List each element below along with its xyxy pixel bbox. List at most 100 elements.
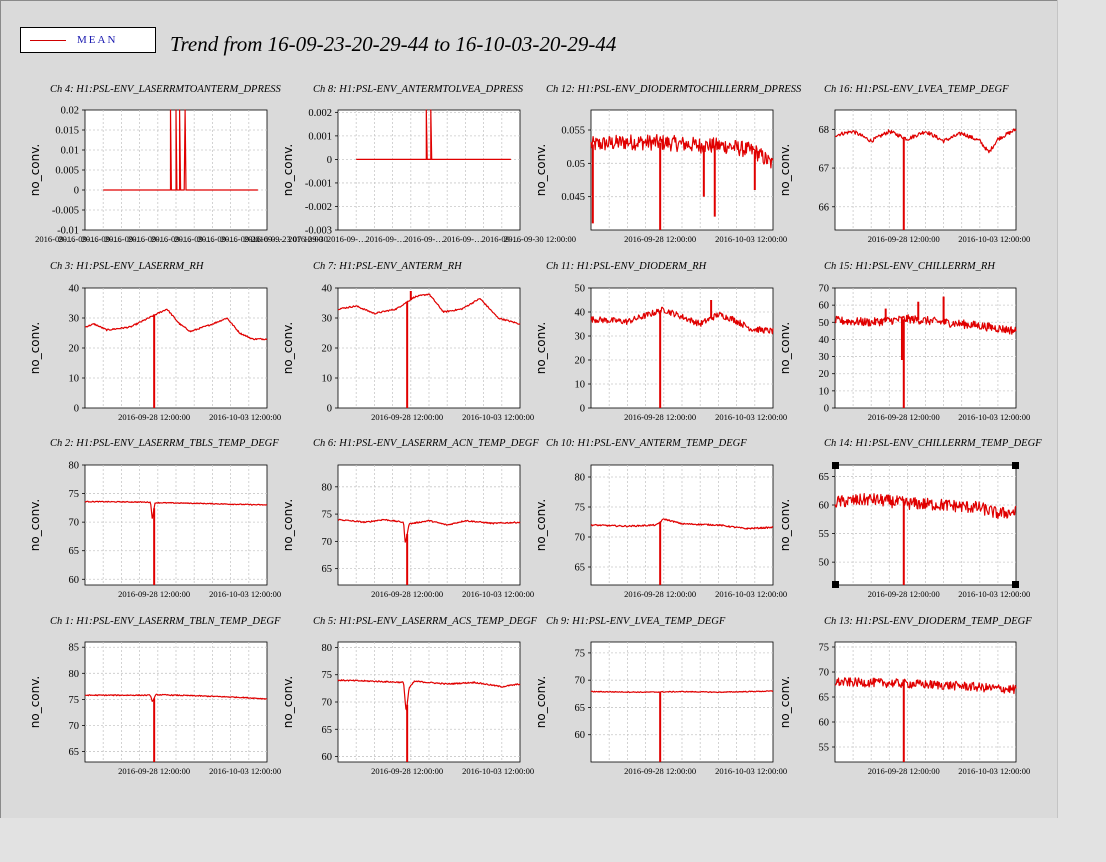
- x-tick-label: 2016-10-03 12:00:00: [715, 589, 787, 599]
- y-tick-label: 0: [74, 404, 79, 415]
- x-tick-label: 2016-10-03 12:00:00: [715, 234, 787, 244]
- x-tick-label: 2016-10-03 12:00:00: [209, 412, 281, 422]
- series-line: [84, 693, 268, 702]
- series-line: [834, 493, 1017, 520]
- y-tick-label: 40: [69, 284, 80, 295]
- y-axis-label: no_conv.: [534, 676, 548, 728]
- x-tick-label: 2016-10-03 12:00:00: [462, 766, 534, 776]
- series-line: [337, 679, 521, 711]
- x-tick-label: 2016-09-30: [288, 234, 328, 244]
- y-tick-label: 66: [819, 202, 830, 213]
- y-tick-label: 65: [322, 564, 333, 575]
- y-tick-label: 75: [69, 695, 80, 706]
- y-axis-label: no_conv.: [778, 322, 792, 374]
- series-line: [590, 134, 774, 169]
- y-tick-label: 10: [322, 374, 333, 385]
- y-tick-label: 20: [819, 369, 830, 380]
- y-tick-label: 70: [819, 284, 830, 295]
- x-tick-label: 2016-10-03 12:00:00: [715, 766, 787, 776]
- chart-title: Ch 5: H1:PSL-ENV_LASERRM_ACS_TEMP_DEGF: [313, 616, 538, 627]
- y-tick-label: 0: [580, 404, 585, 415]
- y-tick-label: 60: [819, 501, 830, 512]
- y-tick-label: 0.01: [61, 146, 79, 157]
- x-tick-label: 2016-09-…: [151, 234, 191, 244]
- x-tick-label: 2016-10-03 12:00:00: [958, 589, 1030, 599]
- y-tick-label: 65: [322, 725, 333, 736]
- x-tick-label: 2016-10-03 12:00:00: [462, 412, 534, 422]
- chart-ch7: Ch 7: H1:PSL-ENV_ANTERM_RH 40 30 20 10 0 no_co…: [281, 261, 534, 422]
- selection-handle: [1012, 462, 1019, 469]
- y-axis-label: no_conv.: [281, 676, 295, 728]
- y-tick-label: 65: [575, 563, 586, 574]
- chart-title: Ch 15: H1:PSL-ENV_CHILLERRM_RH: [824, 261, 996, 272]
- legend-label: MEAN: [77, 34, 118, 46]
- x-tick-label: 2016-09-28 12:00:00: [371, 412, 443, 422]
- y-tick-label: 10: [819, 386, 830, 397]
- x-tick-label: 2016-09-28 12:00:00: [624, 234, 696, 244]
- x-tick-label: 2016-09-23 07 12:00: [251, 234, 323, 244]
- y-tick-label: 20: [575, 356, 586, 367]
- chart-ch16: Ch 16: H1:PSL-ENV_LVEA_TEMP_DEGF 68 67 66 no…: [778, 84, 1030, 244]
- y-axis-label: no_conv.: [281, 144, 295, 196]
- y-tick-label: 30: [575, 332, 586, 343]
- x-tick-label: 2016-09-…: [198, 234, 238, 244]
- y-tick-label: 70: [819, 668, 830, 679]
- x-tick-label: 2016-10-03 12:00:00: [462, 589, 534, 599]
- y-tick-label: 55: [819, 743, 830, 754]
- y-tick-label: 75: [322, 670, 333, 681]
- series-line: [338, 518, 521, 543]
- chart-title: Ch 2: H1:PSL-ENV_LASERRM_TBLS_TEMP_DEGF: [50, 438, 279, 449]
- chart-ch1: Ch 1: H1:PSL-ENV_LASERRM_TBLN_TEMP_DEGF 8…: [28, 616, 281, 776]
- chart-ch3: Ch 3: H1:PSL-ENV_LASERRM_RH 40 30 20 10 0 no_c…: [28, 261, 281, 422]
- x-tick-label: 2016-09-28 12:00:00: [868, 589, 940, 599]
- x-tick-label: 2016-10-03 12:00:00: [958, 412, 1030, 422]
- y-tick-label: 0: [327, 404, 332, 415]
- x-tick-label: 2016-10-03 12:00:00: [715, 412, 787, 422]
- series-line: [85, 308, 268, 341]
- x-tick-label: 2016-09-28 12:00:00: [371, 766, 443, 776]
- y-axis-label: no_conv.: [28, 144, 42, 196]
- y-tick-label: 75: [819, 643, 830, 654]
- y-tick-label: 70: [69, 518, 80, 529]
- chart-title: Ch 16: H1:PSL-ENV_LVEA_TEMP_DEGF: [824, 84, 1009, 95]
- y-axis-label: no_conv.: [281, 322, 295, 374]
- chart-title: Ch 4: H1:PSL-ENV_LASERRMTOANTERM_DPRESS: [50, 84, 282, 95]
- y-tick-label: 65: [819, 472, 830, 483]
- x-tick-label: 2016-09-…: [105, 234, 145, 244]
- y-tick-label: 70: [69, 721, 80, 732]
- legend-swatch: [30, 40, 66, 41]
- chart-ch14: Ch 14: H1:PSL-ENV_CHILLERRM_TEMP_DEGF 65 6…: [778, 438, 1042, 599]
- y-tick-label: 0.015: [55, 126, 79, 137]
- x-tick-label: 2016-09-…: [174, 234, 214, 244]
- chart-ch13: Ch 13: H1:PSL-ENV_DIODERM_TEMP_DEGF 75 70 6…: [778, 616, 1032, 776]
- y-tick-label: 0: [74, 186, 79, 197]
- chart-title: Ch 13: H1:PSL-ENV_DIODERM_TEMP_DEGF: [824, 616, 1032, 627]
- y-tick-label: 0.002: [308, 108, 332, 119]
- frame-edge: [1057, 0, 1058, 818]
- y-tick-label: 55: [819, 529, 830, 540]
- x-tick-label: 2016-09-…: [404, 234, 444, 244]
- x-tick-label: 2016-09-28 12:00:00: [868, 412, 940, 422]
- chart-ch2: Ch 2: H1:PSL-ENV_LASERRM_TBLS_TEMP_DEGF 8…: [28, 438, 281, 599]
- y-tick-label: 75: [69, 489, 80, 500]
- x-tick-label: 2016-09-…: [58, 234, 98, 244]
- x-tick-label: 2016-09-30 12:00:00: [504, 234, 576, 244]
- x-tick-label: 2016-09-…: [35, 234, 75, 244]
- selection-handle: [1012, 581, 1019, 588]
- y-tick-label: 0.05: [567, 159, 585, 170]
- y-tick-label: -0.001: [305, 178, 332, 189]
- x-tick-label: 2016-09-28 12:00:00: [118, 589, 190, 599]
- chart-ch4: Ch 4: H1:PSL-ENV_LASERRMTOANTERM_DPRESS 0…: [28, 84, 323, 244]
- y-axis-label: no_conv.: [778, 144, 792, 196]
- y-axis-label: no_conv.: [778, 499, 792, 551]
- chart-ch11: Ch 11: H1:PSL-ENV_DIODERM_RH 50 40 30 20 10 0 n…: [534, 261, 787, 422]
- page-title: Trend from 16-09-23-20-29-44 to 16-10-03…: [170, 32, 617, 56]
- y-tick-label: 65: [575, 703, 586, 714]
- series-line: [834, 128, 1017, 154]
- y-tick-label: -0.002: [305, 202, 332, 213]
- x-tick-label: 2016-09-28 12:00:00: [371, 589, 443, 599]
- x-tick-label: 2016-09-28 12:00:00: [868, 234, 940, 244]
- x-tick-label: 2016-09-28 12:00:00: [868, 766, 940, 776]
- chart-title: Ch 11: H1:PSL-ENV_DIODERM_RH: [546, 261, 708, 272]
- y-axis-label: no_conv.: [534, 322, 548, 374]
